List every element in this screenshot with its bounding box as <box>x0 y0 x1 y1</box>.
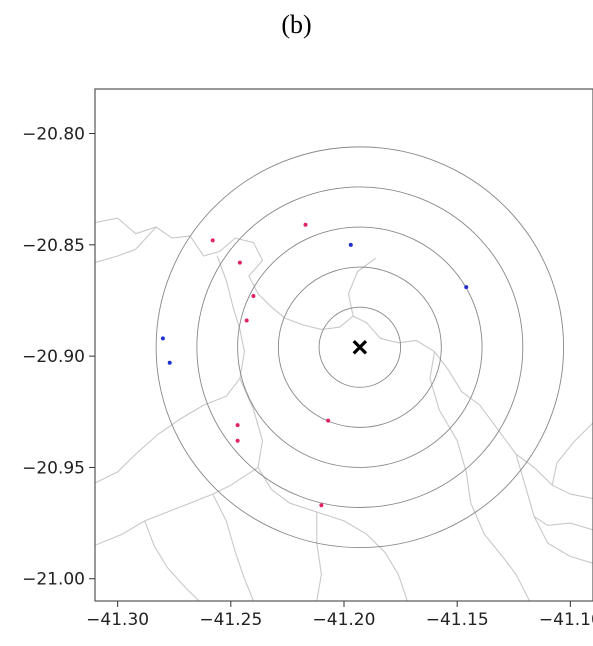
boundary-line <box>95 466 259 546</box>
data-point <box>237 260 242 265</box>
data-points <box>160 222 469 508</box>
center-marker <box>352 339 368 355</box>
data-point <box>244 318 249 323</box>
x-tick-label: −41.30 <box>86 610 149 630</box>
boundary-line <box>533 515 593 531</box>
region-boundaries <box>95 217 593 601</box>
boundary-line <box>239 378 408 601</box>
plot-frame <box>94 88 593 602</box>
x-tick-label: −41.25 <box>199 610 262 630</box>
distance-ring <box>196 186 524 508</box>
boundary-line <box>551 422 593 486</box>
data-point <box>464 285 469 290</box>
data-point <box>160 336 165 341</box>
boundary-line <box>95 226 157 264</box>
y-axis: −20.80 −20.85 −20.90 −20.95 −21.00 <box>22 125 95 590</box>
x-axis: −41.30 −41.25 −41.20 −41.15 −41.10 <box>86 601 593 630</box>
boundary-line <box>515 453 593 564</box>
x-tick-label: −41.20 <box>313 610 376 630</box>
y-tick-label: −20.95 <box>22 458 85 478</box>
boundary-line <box>347 257 377 317</box>
boundary-line <box>144 520 200 601</box>
x-tick-label: −41.15 <box>426 610 489 630</box>
boundary-line <box>212 493 255 601</box>
distance-ring <box>277 266 442 428</box>
data-point <box>210 238 215 243</box>
y-tick-label: −20.85 <box>22 236 85 256</box>
data-point <box>235 423 240 428</box>
data-point <box>348 242 353 247</box>
y-tick-label: −20.90 <box>22 347 85 367</box>
distance-ring <box>155 146 565 549</box>
data-point <box>326 418 331 423</box>
data-point <box>319 503 324 508</box>
data-point <box>303 222 308 227</box>
distance-rings <box>155 146 565 549</box>
boundary-line <box>95 217 593 500</box>
data-point <box>251 294 256 299</box>
data-point <box>167 360 172 365</box>
distance-ring <box>237 226 483 468</box>
data-point <box>235 438 240 443</box>
y-tick-label: −21.00 <box>22 570 85 590</box>
x-tick-label: −41.10 <box>539 610 593 630</box>
center-marker-group <box>352 339 368 355</box>
y-tick-label: −20.80 <box>22 125 85 145</box>
boundary-line <box>95 255 245 484</box>
distance-ring <box>318 306 402 388</box>
boundary-line <box>429 351 531 601</box>
figure-caption: (b) <box>281 10 312 39</box>
boundary-line <box>316 512 322 601</box>
